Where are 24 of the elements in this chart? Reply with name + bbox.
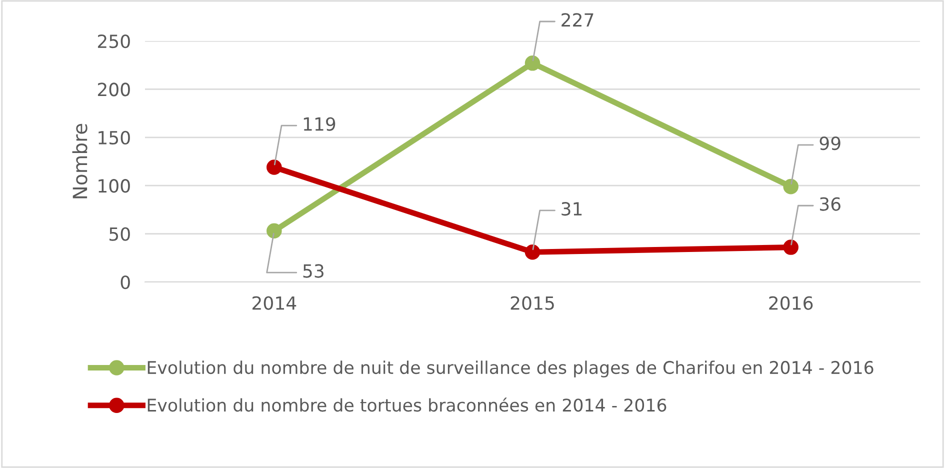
legend-label: Evolution du nombre de tortues braconnées en 2014 - 2016 — [148, 398, 666, 412]
data-label: 36 — [820, 197, 840, 211]
data-label: 227 — [562, 13, 594, 26]
legend-label: Evolution du nombre de nuit de surveillance des plages de Charifou en 2014 - 2016 — [148, 360, 874, 378]
data-label: 99 — [820, 136, 840, 150]
data-label: 31 — [562, 202, 582, 216]
y-tick-label: 250 — [98, 34, 130, 48]
y-tick-label: 200 — [98, 82, 130, 96]
point — [524, 244, 540, 260]
data-label: 119 — [304, 117, 336, 131]
point — [783, 178, 798, 194]
y-tick-label: 100 — [98, 179, 130, 193]
y-tick-label: 0 — [120, 275, 130, 290]
x-tick-label: 2014 — [252, 296, 296, 310]
data-label: 53 — [303, 264, 324, 278]
point — [524, 56, 540, 71]
point — [266, 160, 282, 175]
x-tick-label: 2016 — [769, 296, 813, 310]
point — [783, 240, 798, 255]
point — [266, 223, 282, 239]
y-tick-label: 50 — [110, 227, 130, 241]
y-tick-label: 150 — [98, 130, 130, 145]
y-axis-title: Nombre — [72, 124, 88, 198]
x-tick-label: 2015 — [510, 296, 554, 310]
